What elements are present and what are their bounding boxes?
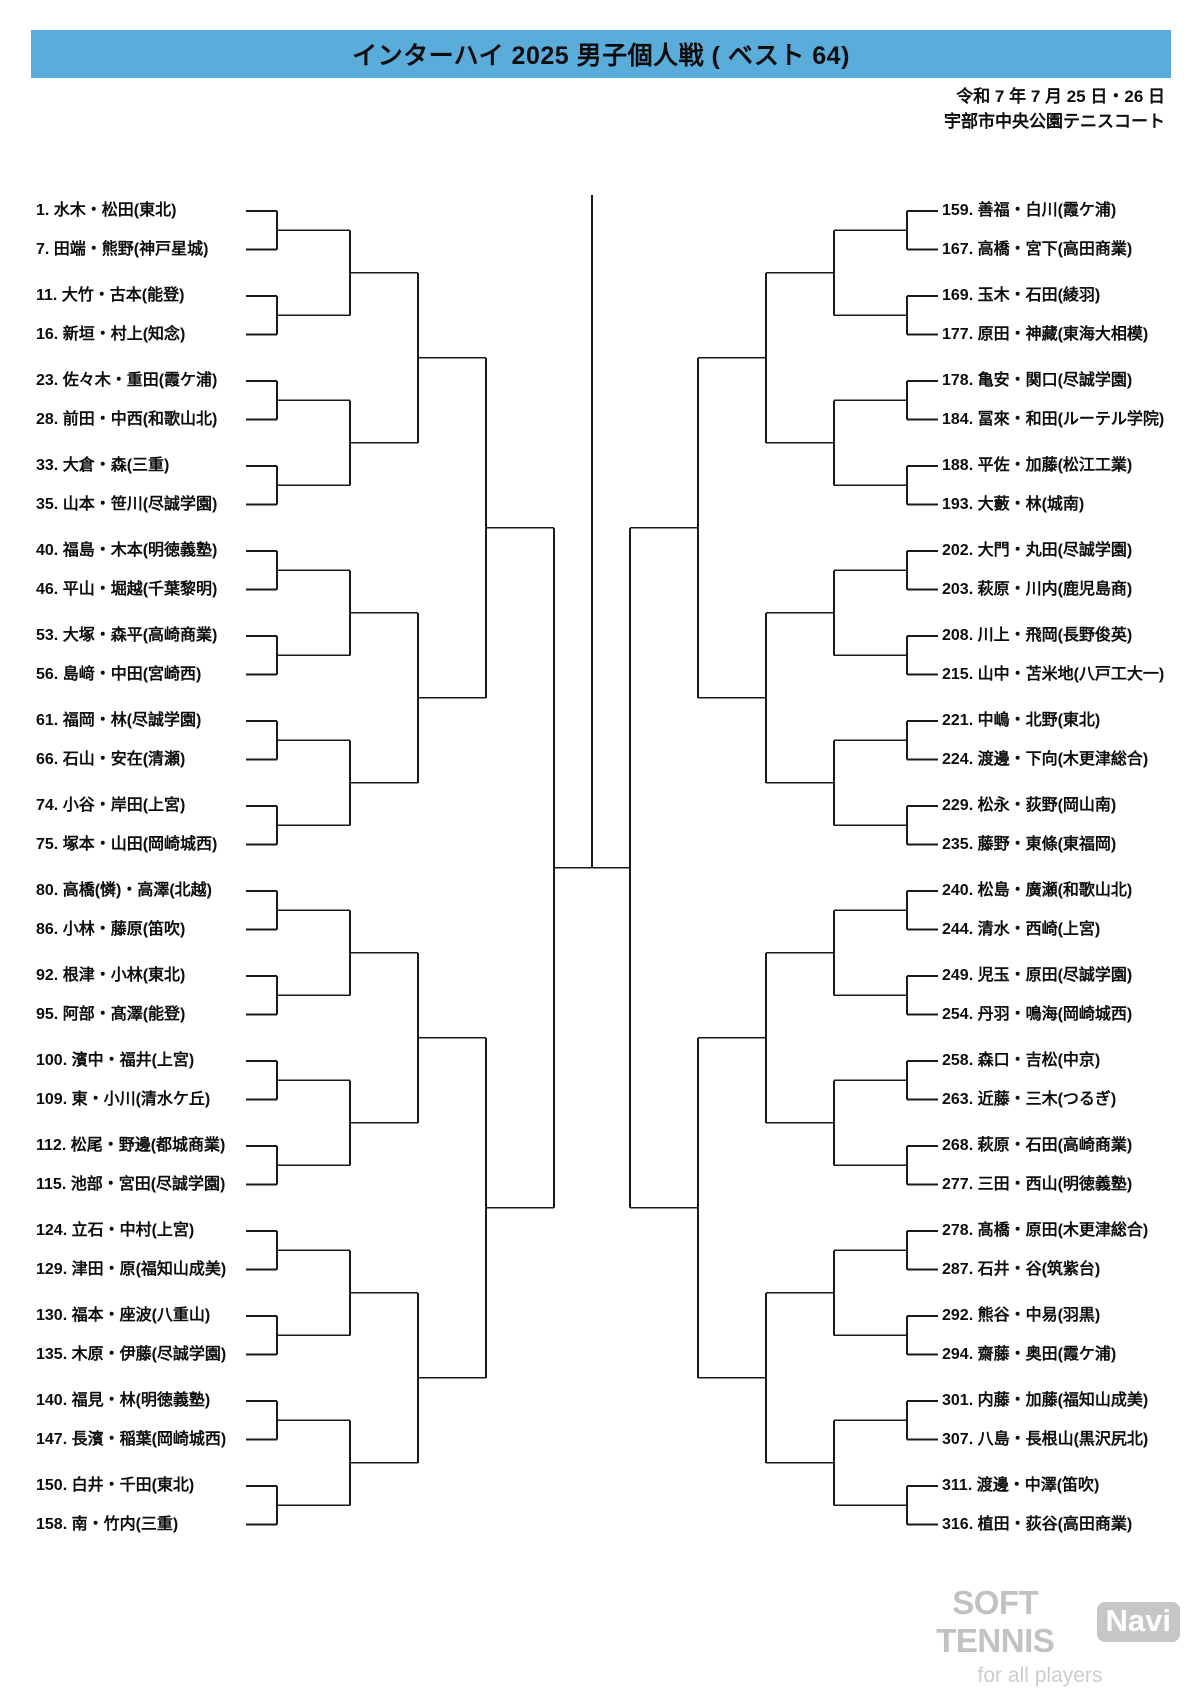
bracket-entry-label: 177. 原田・神藏(東海大相模) bbox=[942, 325, 1149, 343]
bracket-entry-label: 74. 小谷・岸田(上宮) bbox=[36, 797, 186, 814]
logo-tagline: for all players bbox=[977, 1664, 1103, 1687]
bracket-entry-label: 53. 大塚・森平(高崎商業) bbox=[36, 627, 218, 644]
logo-row: SOFT TENNIS Navi bbox=[900, 1584, 1180, 1660]
bracket-entry-label: 263. 近藤・三木(つるぎ) bbox=[942, 1090, 1117, 1108]
bracket-entry-label: 159. 善福・白川(霞ケ浦) bbox=[942, 202, 1117, 219]
bracket-entry-label: 150. 白井・千田(東北) bbox=[36, 1477, 195, 1494]
bracket-entry-label: 215. 山中・苫米地(八戸工大一) bbox=[942, 665, 1165, 683]
event-date: 令和 7 年 7 月 25 日・26 日 bbox=[956, 87, 1165, 106]
bracket-entry-label: 307. 八島・長根山(黒沢尻北) bbox=[942, 1430, 1149, 1448]
bracket-entry-label: 100. 濱中・福井(上宮) bbox=[36, 1052, 195, 1069]
bracket-entry-label: 135. 木原・伊藤(尽誠学園) bbox=[36, 1345, 227, 1363]
logo-text: SOFT TENNIS bbox=[936, 1584, 1055, 1659]
bracket-entry-label: 140. 福見・林(明徳義塾) bbox=[36, 1392, 211, 1409]
bracket-entry-label: 7. 田端・熊野(神戸星城) bbox=[36, 240, 209, 258]
bracket-entry-label: 75. 塚本・山田(岡崎城西) bbox=[36, 835, 218, 853]
bracket-entry-label: 169. 玉木・石田(綾羽) bbox=[942, 287, 1101, 304]
bracket-entry-label: 254. 丹羽・鳴海(岡崎城西) bbox=[942, 1005, 1133, 1023]
bracket-entry-label: 287. 石井・谷(筑紫台) bbox=[942, 1260, 1101, 1278]
bracket-entry-label: 240. 松島・廣瀬(和歌山北) bbox=[942, 882, 1133, 899]
bracket-entry-label: 268. 萩原・石田(高崎商業) bbox=[942, 1137, 1133, 1154]
bracket-entry-label: 46. 平山・堀越(千葉黎明) bbox=[36, 580, 218, 598]
bracket-entry-label: 16. 新垣・村上(知念) bbox=[36, 325, 186, 343]
bracket-entry-label: 112. 松尾・野邊(都城商業) bbox=[36, 1137, 226, 1154]
bracket-entry-label: 229. 松永・荻野(岡山南) bbox=[942, 797, 1117, 814]
bracket-entry-label: 1. 水木・松田(東北) bbox=[36, 202, 177, 219]
bracket-entry-label: 80. 高橋(憐)・高澤(北越) bbox=[36, 882, 213, 899]
bracket-entry-label: 40. 福島・木本(明徳義塾) bbox=[36, 542, 218, 559]
event-venue: 宇部市中央公園テニスコート bbox=[944, 112, 1165, 131]
bracket-entry-label: 316. 植田・荻谷(高田商業) bbox=[942, 1515, 1133, 1533]
bracket-entry-label: 249. 児玉・原田(尽誠学園) bbox=[942, 967, 1133, 984]
footer-logo: SOFT TENNIS Navi for all players bbox=[900, 1584, 1180, 1688]
bracket-entry-label: 95. 阿部・髙澤(能登) bbox=[36, 1005, 186, 1023]
bracket-entry-label: 294. 齋藤・奥田(霞ケ浦) bbox=[942, 1345, 1117, 1363]
bracket-entry-label: 33. 大倉・森(三重) bbox=[36, 457, 170, 474]
bracket-entry-label: 221. 中嶋・北野(東北) bbox=[942, 712, 1101, 729]
bracket-entry-label: 244. 清水・西崎(上宮) bbox=[942, 920, 1101, 938]
bracket-entry-label: 115. 池部・宮田(尽誠学園) bbox=[36, 1175, 226, 1193]
bracket-entry-label: 61. 福岡・林(尽誠学園) bbox=[36, 712, 202, 729]
bracket-entry-label: 158. 南・竹内(三重) bbox=[36, 1515, 179, 1533]
bracket-entry-label: 92. 根津・小林(東北) bbox=[36, 967, 186, 984]
bracket-entry-label: 129. 津田・原(福知山成美) bbox=[36, 1260, 227, 1278]
bracket-entry-label: 167. 高橋・宮下(高田商業) bbox=[942, 240, 1133, 258]
bracket-entry-label: 292. 熊谷・中易(羽黒) bbox=[942, 1307, 1101, 1324]
bracket-entry-label: 28. 前田・中西(和歌山北) bbox=[36, 410, 218, 428]
bracket-entry-label: 130. 福本・座波(八重山) bbox=[36, 1307, 211, 1324]
bracket-entry-label: 147. 長濱・稲葉(岡崎城西) bbox=[36, 1430, 227, 1448]
bracket-entry-label: 301. 内藤・加藤(福知山成美) bbox=[942, 1392, 1149, 1409]
bracket-entry-label: 35. 山本・笹川(尽誠学園) bbox=[36, 495, 218, 513]
bracket-entry-label: 109. 東・小川(清水ケ丘) bbox=[36, 1090, 211, 1108]
bracket-entry-label: 188. 平佐・加藤(松江工業) bbox=[942, 457, 1133, 474]
bracket-entry-label: 224. 渡邊・下向(木更津総合) bbox=[942, 750, 1149, 768]
bracket-entry-label: 258. 森口・吉松(中京) bbox=[942, 1052, 1101, 1069]
bracket-entry-label: 203. 萩原・川内(鹿児島商) bbox=[942, 580, 1133, 598]
bracket-entry-label: 184. 冨來・和田(ルーテル学院) bbox=[942, 410, 1165, 428]
bracket-entry-label: 277. 三田・西山(明徳義塾) bbox=[942, 1175, 1133, 1193]
bracket-entry-label: 86. 小林・藤原(笛吹) bbox=[36, 920, 186, 938]
page-title: インターハイ 2025 男子個人戦 ( ベスト 64) bbox=[352, 42, 850, 70]
bracket-entry-label: 23. 佐々木・重田(霞ケ浦) bbox=[36, 372, 218, 389]
title-bar: インターハイ 2025 男子個人戦 ( ベスト 64) bbox=[31, 30, 1171, 78]
bracket-entry-label: 202. 大門・丸田(尽誠学園) bbox=[942, 542, 1133, 559]
bracket-entry-label: 56. 島﨑・中田(宮崎西) bbox=[36, 665, 202, 683]
event-info: 令和 7 年 7 月 25 日・26 日 宇部市中央公園テニスコート bbox=[944, 84, 1165, 134]
bracket-entry-label: 235. 藤野・東條(東福岡) bbox=[942, 835, 1117, 853]
logo-badge: Navi bbox=[1096, 1602, 1180, 1642]
bracket-entry-label: 208. 川上・飛岡(長野俊英) bbox=[942, 627, 1133, 644]
bracket-entry-label: 278. 髙橋・原田(木更津総合) bbox=[942, 1222, 1149, 1239]
bracket-entry-label: 66. 石山・安在(清瀬) bbox=[36, 750, 186, 768]
bracket-entry-label: 11. 大竹・古本(能登) bbox=[36, 287, 185, 304]
bracket-entry-label: 193. 大藪・林(城南) bbox=[942, 495, 1085, 513]
bracket-entry-label: 311. 渡邊・中澤(笛吹) bbox=[942, 1477, 1100, 1494]
bracket-entry-label: 178. 亀安・関口(尽誠学園) bbox=[942, 372, 1133, 389]
bracket-entry-label: 124. 立石・中村(上宮) bbox=[36, 1222, 195, 1239]
